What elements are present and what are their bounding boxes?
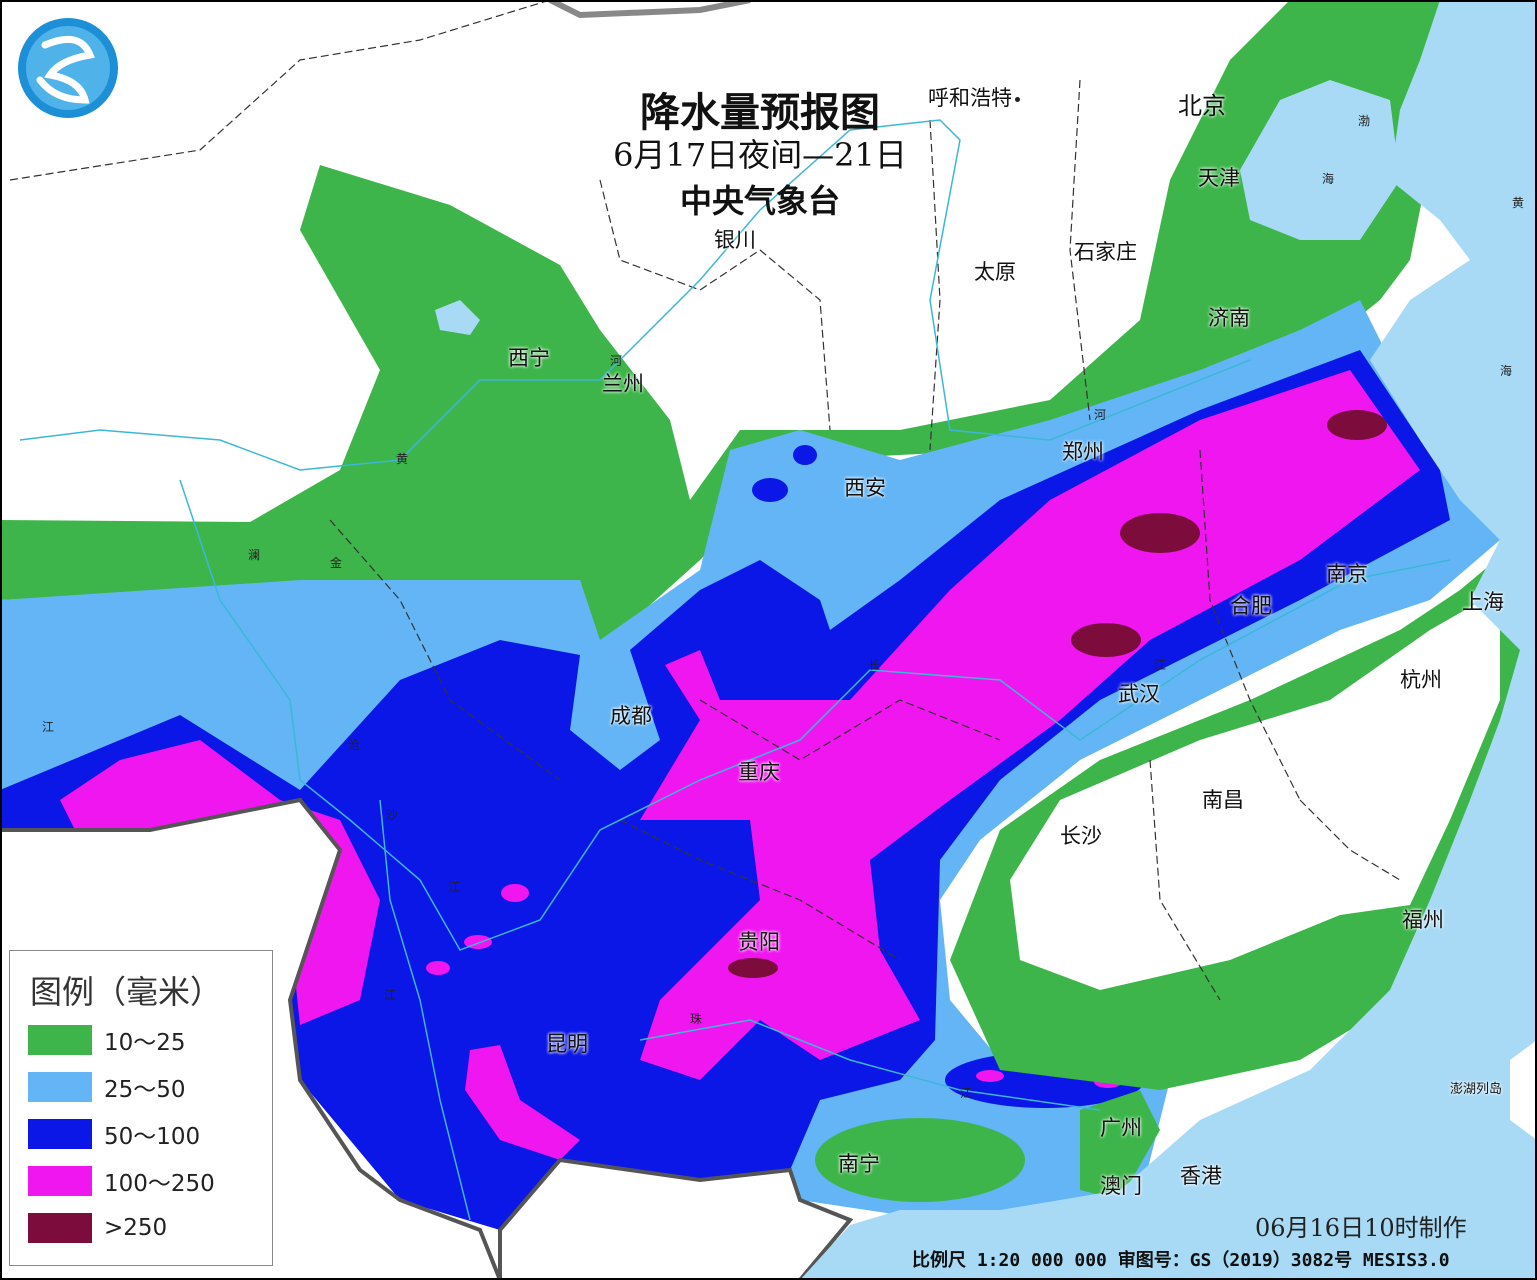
city-zhengzhou: 郑州 <box>1062 440 1104 464</box>
legend-label: 100～250 <box>104 1171 215 1197</box>
city-wuhan: 武汉 <box>1118 682 1160 706</box>
city-changsha: 长沙 <box>1060 824 1102 848</box>
legend-item: 10～25 <box>28 1025 186 1056</box>
river-label: 江 <box>42 720 55 734</box>
city-aomen: 澳门 <box>1100 1174 1142 1198</box>
river-label: 澜 <box>248 548 261 562</box>
river-label: 江 <box>1154 658 1167 672</box>
province-borders <box>9 0 1401 1001</box>
issuer: 中央气象台 <box>679 182 840 220</box>
city-jinan: 济南 <box>1208 306 1250 330</box>
sea-label: 海 <box>1500 364 1513 378</box>
legend-title: 图例（毫米） <box>30 973 223 1011</box>
sea-label: 黄 <box>1512 196 1525 210</box>
band-50-100 <box>752 478 788 502</box>
legend-swatch <box>28 1025 92 1055</box>
dry-area <box>1010 590 1500 990</box>
city-xianggang: 香港 <box>1180 1164 1222 1188</box>
legend-item: 50～100 <box>28 1119 201 1150</box>
sea-label: 海 <box>1322 172 1335 186</box>
production-time: 06月16日10时制作 <box>1255 1214 1467 1242</box>
city-hangzhou: 杭州 <box>1400 668 1442 692</box>
qinghai-lake <box>435 300 480 335</box>
legend: 图例（毫米） 10～25 25～50 50～100 100～250 >250 <box>9 950 273 1266</box>
legend-item: 100～250 <box>28 1166 215 1197</box>
city-fuzhou: 福州 <box>1402 908 1444 932</box>
legend-swatch <box>28 1072 92 1102</box>
city-guiyang: 贵阳 <box>738 930 780 954</box>
map-title: 降水量预报图 <box>640 89 880 136</box>
taiwan-land <box>1510 1040 1537 1140</box>
band-100-250 <box>426 961 450 975</box>
city-xining: 西宁 <box>508 346 550 370</box>
legend-swatch <box>28 1119 92 1149</box>
label-penghu: 澎湖列岛 <box>1450 1082 1503 1097</box>
sea-label: 渤 <box>1358 114 1371 128</box>
city-taiyuan: 太原 <box>974 260 1016 284</box>
city-huhehaote: 呼和浩特 <box>928 82 1023 112</box>
city-nanchang: 南昌 <box>1202 788 1244 812</box>
city-nanjing: 南京 <box>1326 562 1368 586</box>
legend-label: 50～100 <box>104 1124 201 1150</box>
band-10-25 <box>0 0 1537 650</box>
legend-swatch <box>28 1213 92 1243</box>
river-label: 河 <box>1094 408 1107 422</box>
river-label: 河 <box>610 354 623 368</box>
cma-logo <box>18 18 118 118</box>
national-border <box>548 0 751 19</box>
band-100-250 <box>640 370 1420 1080</box>
band-over-250 <box>728 958 778 978</box>
map-footer: 比例尺 1:20 000 000 审图号：GS（2019）3082号 MESIS… <box>912 1250 1450 1271</box>
rivers <box>19 119 1451 1221</box>
river-label: 黄 <box>396 452 409 466</box>
legend-label: 25～50 <box>104 1077 186 1103</box>
city-guangzhou: 广州 <box>1100 1116 1142 1140</box>
city-chengdu: 成都 <box>610 704 652 728</box>
band-10-25 <box>1080 1090 1160 1200</box>
sea-bohai <box>1240 80 1400 240</box>
city-beijing: 北京 <box>1178 92 1226 120</box>
border-south <box>498 1157 854 1280</box>
legend-item: 25～50 <box>28 1072 186 1103</box>
legend-swatch <box>28 1166 92 1196</box>
legend-item: >250 <box>28 1213 167 1243</box>
band-10-25 <box>815 1118 1025 1202</box>
band-100-250 <box>976 1070 1004 1082</box>
band-over-250 <box>1327 410 1387 440</box>
band-over-250 <box>1071 623 1141 657</box>
sea <box>800 0 1537 1280</box>
city-chongqing: 重庆 <box>738 760 780 784</box>
city-xian: 西安 <box>844 476 886 500</box>
city-tianjin: 天津 <box>1198 166 1240 190</box>
band-100-250 <box>465 1045 580 1160</box>
city-kunming: 昆明 <box>546 1032 588 1056</box>
city-lanzhou: 兰州 <box>602 372 644 396</box>
band-50-100 <box>793 445 817 465</box>
river-label: 金 <box>330 556 343 570</box>
band-over-250 <box>1120 513 1200 553</box>
river-label: 沙 <box>386 808 399 822</box>
city-shijiazhuang: 石家庄 <box>1074 240 1137 264</box>
city-yinchuan: 银川 <box>714 228 756 252</box>
legend-label: 10～25 <box>104 1030 186 1056</box>
river-label: 江 <box>384 988 397 1002</box>
river-label: 珠 <box>690 1012 703 1026</box>
forecast-period: 6月17日夜间—21日 <box>613 136 907 174</box>
city-shanghai: 上海 <box>1462 590 1504 614</box>
river-label: 长 <box>868 658 881 672</box>
river-label: 江 <box>448 880 461 894</box>
band-100-250 <box>501 884 529 902</box>
river-label: 沧 <box>348 738 361 752</box>
river-label: 江 <box>960 1086 973 1100</box>
city-hefei: 合肥 <box>1230 594 1272 618</box>
legend-label: >250 <box>104 1215 168 1241</box>
city-nanning: 南宁 <box>838 1152 880 1176</box>
